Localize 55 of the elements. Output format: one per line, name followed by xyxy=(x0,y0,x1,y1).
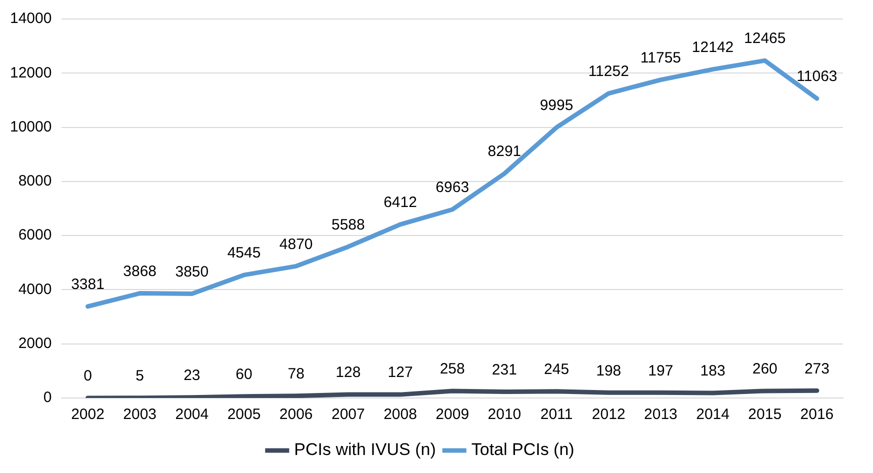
x-tick-label: 2009 xyxy=(436,406,470,424)
y-tick-label: 8000 xyxy=(18,172,52,190)
x-tick-label: 2014 xyxy=(696,406,730,424)
data-label: 60 xyxy=(236,366,252,384)
x-tick-label: 2008 xyxy=(384,406,417,424)
y-tick-label: 2000 xyxy=(18,335,52,352)
data-label: 12465 xyxy=(744,30,786,48)
data-label: 260 xyxy=(752,360,778,378)
y-tick-label: 4000 xyxy=(18,280,52,298)
x-tick-label: 2005 xyxy=(227,406,261,424)
data-label: 3850 xyxy=(175,263,209,280)
data-label: 3381 xyxy=(71,276,104,294)
y-tick-label: 6000 xyxy=(18,226,52,244)
data-label: 11252 xyxy=(588,63,629,80)
x-tick-label: 2011 xyxy=(540,406,573,424)
y-tick-label: 12000 xyxy=(10,64,52,82)
legend-label: Total PCIs (n) xyxy=(471,440,574,460)
data-label: 6963 xyxy=(436,179,470,196)
data-label: 245 xyxy=(544,361,570,378)
y-tick-label: 10000 xyxy=(10,118,52,136)
data-label: 5588 xyxy=(331,216,365,234)
data-label: 4545 xyxy=(227,244,261,262)
x-tick-label: 2006 xyxy=(279,406,313,424)
data-label: 9995 xyxy=(540,97,574,114)
x-tick-label: 2013 xyxy=(644,406,678,424)
x-tick-label: 2007 xyxy=(331,406,365,424)
x-tick-label: 2016 xyxy=(800,406,834,424)
data-label: 258 xyxy=(440,360,465,378)
data-label: 11755 xyxy=(640,49,682,66)
x-tick-label: 2010 xyxy=(488,406,522,424)
data-label: 4870 xyxy=(279,236,313,253)
data-label: 127 xyxy=(388,364,413,382)
data-label: 78 xyxy=(288,366,304,383)
data-label: 231 xyxy=(492,361,517,378)
data-label: 273 xyxy=(804,360,830,378)
data-label: 5 xyxy=(136,368,144,385)
y-tick-label: 14000 xyxy=(10,10,52,28)
x-tick-label: 2003 xyxy=(123,406,157,424)
data-label: 197 xyxy=(648,362,674,380)
x-tick-label: 2012 xyxy=(592,406,626,424)
data-label: 23 xyxy=(184,367,200,384)
legend-label: PCIs with IVUS (n) xyxy=(294,440,436,460)
x-tick-label: 2015 xyxy=(748,406,782,424)
data-label: 128 xyxy=(336,364,361,382)
y-tick-label: 0 xyxy=(43,389,52,406)
data-label: 8291 xyxy=(488,143,522,160)
data-label: 198 xyxy=(596,362,622,380)
data-label: 0 xyxy=(84,368,92,385)
x-tick-label: 2004 xyxy=(175,406,209,424)
x-tick-label: 2002 xyxy=(71,406,104,424)
data-label: 3868 xyxy=(123,262,157,280)
data-label: 183 xyxy=(700,362,726,380)
data-label: 11063 xyxy=(796,68,838,86)
data-label: 12142 xyxy=(692,38,734,56)
data-label: 6412 xyxy=(384,194,417,212)
